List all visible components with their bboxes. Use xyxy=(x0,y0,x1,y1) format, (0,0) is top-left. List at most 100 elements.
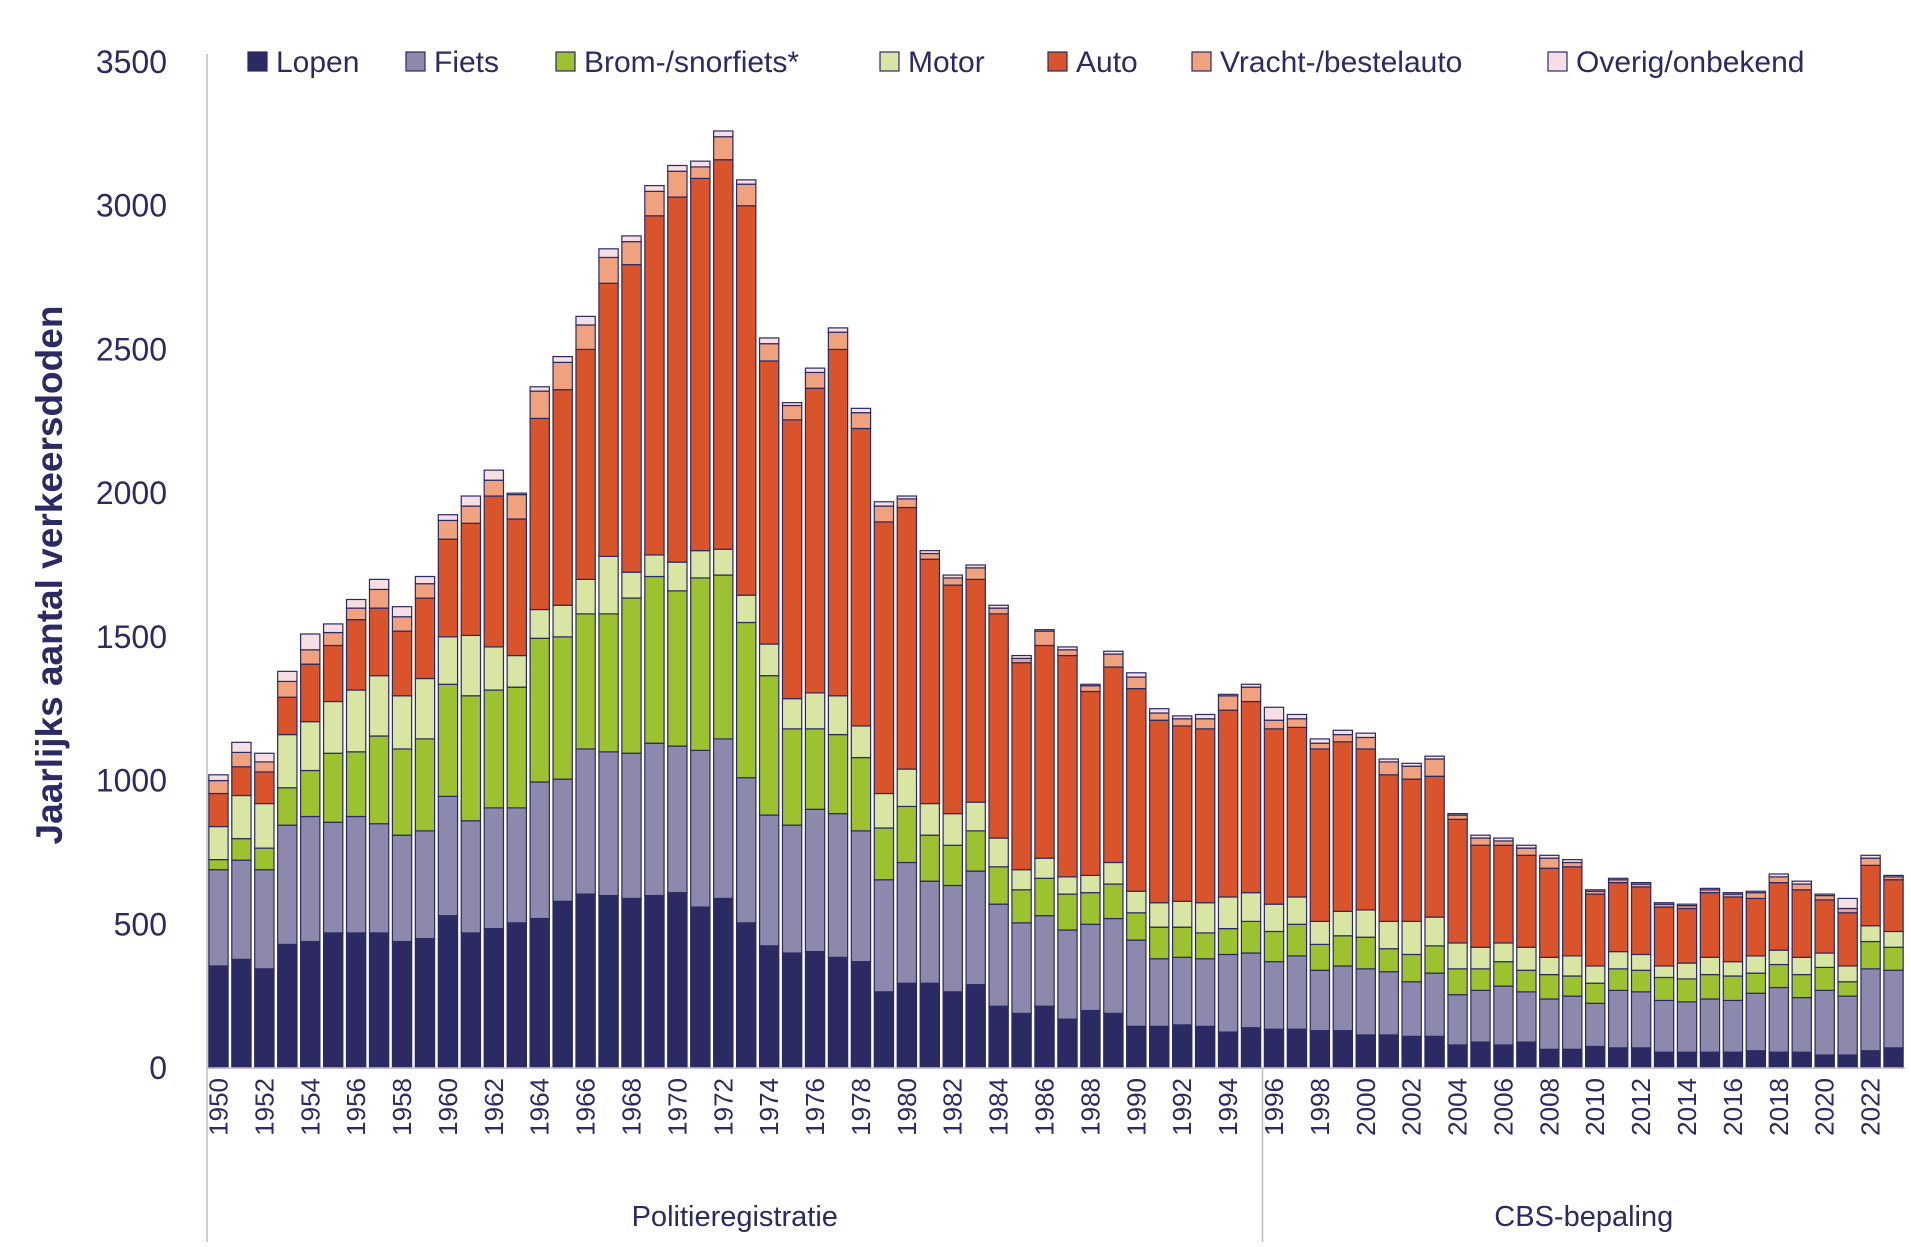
bar-segment xyxy=(1057,929,1078,1020)
bar-segment xyxy=(667,170,688,198)
bar-segment xyxy=(1378,761,1399,776)
bar-segment xyxy=(1378,971,1399,1036)
period-labels: Politieregistratie CBS-bepaling xyxy=(632,1201,1674,1233)
bar-segment xyxy=(1378,920,1399,950)
bar-segment xyxy=(781,824,803,954)
bar-segment xyxy=(1722,896,1744,963)
bar-segment xyxy=(1149,926,1170,960)
bar-segment xyxy=(1057,876,1078,895)
bar-segment xyxy=(942,844,963,887)
bar-segment xyxy=(1171,956,1193,1026)
x-tick-label: 1956 xyxy=(341,1078,371,1136)
bar-segment xyxy=(781,402,803,407)
bar-segment xyxy=(1722,892,1744,895)
bar-segment xyxy=(598,751,619,897)
bar-segment xyxy=(850,427,872,727)
bar-segment xyxy=(1837,907,1858,914)
bar-segment xyxy=(1745,992,1767,1052)
bar-segment xyxy=(988,613,1009,839)
bar-segment xyxy=(552,636,573,780)
bar-segment xyxy=(919,550,941,555)
bar-segment xyxy=(1768,873,1790,878)
bar-segment xyxy=(667,892,688,1069)
bar-segment xyxy=(345,932,367,1069)
bar-segment xyxy=(460,505,482,524)
bar-segment xyxy=(690,906,711,1069)
bar-segment xyxy=(621,264,642,573)
bar-segment xyxy=(1653,902,1675,905)
bar-segment xyxy=(1217,927,1239,956)
x-tick-label: 2022 xyxy=(1856,1078,1886,1136)
bar-segment xyxy=(644,190,665,217)
bar-segment xyxy=(598,555,619,615)
bar-segment xyxy=(300,769,321,818)
bar-segment xyxy=(1791,973,1812,999)
bar-segment xyxy=(1814,893,1835,897)
bar-segment xyxy=(988,837,1009,868)
bar-segment xyxy=(1011,662,1032,871)
bar-segment xyxy=(804,367,826,374)
bar-segment xyxy=(1263,903,1285,933)
bar-segment xyxy=(1378,1034,1399,1069)
bar-segment xyxy=(1332,965,1354,1032)
bar-segment xyxy=(1286,1028,1308,1069)
bar-segment xyxy=(414,938,436,1069)
bar-segment xyxy=(1149,958,1170,1027)
bar-segment xyxy=(942,577,963,586)
bar-segment xyxy=(1539,854,1560,859)
x-tick-label: 1950 xyxy=(203,1078,233,1136)
bar-segment xyxy=(850,961,872,1069)
bar-segment xyxy=(345,598,367,609)
bar-segment xyxy=(1126,672,1147,678)
bar-segment xyxy=(1126,687,1147,892)
bar-segment xyxy=(1286,718,1308,728)
bar-segment xyxy=(1722,975,1744,1002)
bar-segment xyxy=(1768,882,1790,951)
bar-segment xyxy=(506,922,528,1069)
x-tick-label: 2020 xyxy=(1810,1078,1840,1136)
bar-segment xyxy=(254,752,275,763)
bar-segment xyxy=(1217,709,1239,898)
x-tick-label: 2006 xyxy=(1488,1078,1518,1136)
bar-segment xyxy=(368,735,390,825)
bar-segment xyxy=(896,768,918,808)
bar-segment xyxy=(1194,932,1216,960)
bar-segment xyxy=(460,522,482,637)
bar-segment xyxy=(1470,837,1491,846)
bar-segment xyxy=(529,637,550,783)
bar-segment xyxy=(1171,718,1193,727)
bar-segment xyxy=(483,807,505,930)
bar-segment xyxy=(1401,765,1422,780)
bar-segment xyxy=(1814,899,1835,954)
bar-segment xyxy=(1240,686,1262,703)
bar-segment xyxy=(231,741,252,754)
legend-swatch xyxy=(405,51,426,72)
bar-segment xyxy=(552,604,573,638)
bar-segment xyxy=(254,802,275,849)
bar-segment xyxy=(1653,965,1675,979)
bar-segment xyxy=(506,493,528,520)
bar-segment xyxy=(942,813,963,846)
bar-segment xyxy=(1309,1030,1331,1069)
bar-segment xyxy=(942,991,963,1069)
bar-segment xyxy=(1447,968,1468,996)
bar-segment xyxy=(873,501,895,507)
bar-segment xyxy=(1470,1041,1491,1069)
bar-segment xyxy=(735,183,757,207)
bar-segment xyxy=(758,814,780,947)
bar-segment xyxy=(1493,985,1514,1046)
bar-segment xyxy=(1149,719,1170,904)
bar-segment xyxy=(506,654,528,688)
x-tick-label: 1988 xyxy=(1075,1078,1105,1136)
bar-segment xyxy=(919,880,941,984)
bar-segment xyxy=(1653,976,1675,1002)
bar-segment xyxy=(1883,969,1904,1049)
bar-segment xyxy=(1584,965,1606,984)
bar-segment xyxy=(506,807,528,924)
bar-segment xyxy=(713,574,734,740)
bar-segment xyxy=(1791,996,1812,1053)
bar-segment xyxy=(965,870,986,986)
legend-swatch xyxy=(555,51,576,72)
bar-segment xyxy=(1332,729,1354,736)
